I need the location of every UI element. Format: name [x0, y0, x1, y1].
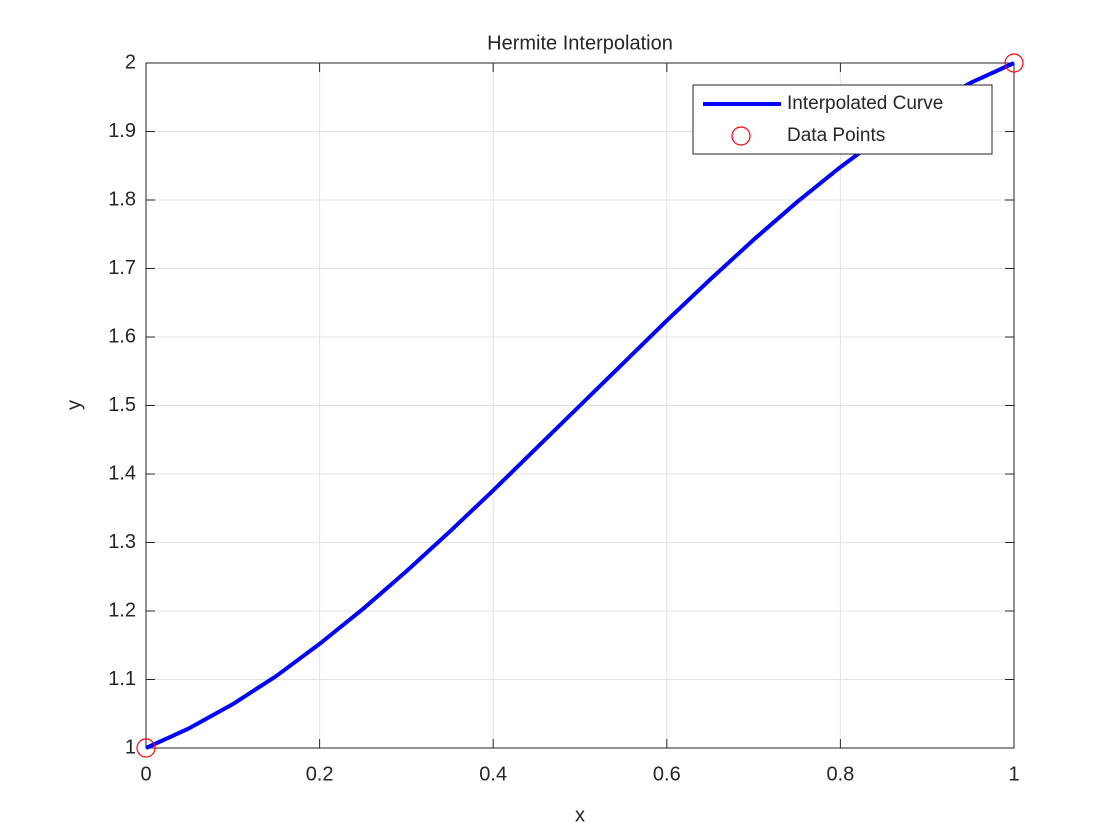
x-tick-label: 0.8: [826, 763, 854, 785]
x-tick-label: 0.6: [653, 763, 681, 785]
y-tick-label: 1.5: [108, 394, 136, 416]
y-tick-label: 1.9: [108, 120, 136, 142]
x-tick-label: 1: [1008, 763, 1019, 785]
y-tick-label: 1.6: [108, 325, 136, 347]
y-tick-label: 1.7: [108, 257, 136, 279]
legend-marker: [731, 126, 751, 146]
x-tick-label: 0.4: [479, 763, 507, 785]
x-tick-label: 0.2: [306, 763, 334, 785]
y-tick-label: 1.8: [108, 188, 136, 210]
y-tick-label: 1: [125, 736, 136, 758]
x-tick-label: 0: [140, 763, 151, 785]
data-point: [1004, 53, 1024, 73]
y-tick-label: 1.3: [108, 531, 136, 553]
y-tick-label: 1.2: [108, 599, 136, 621]
legend-label: Interpolated Curve: [787, 93, 943, 114]
data-point: [136, 738, 156, 758]
legend-box: [692, 84, 993, 155]
chart-title: Hermite Interpolation: [487, 32, 673, 54]
y-tick-label: 2: [125, 51, 136, 73]
legend-label: Data Points: [787, 125, 885, 146]
y-tick-label: 1.4: [108, 462, 136, 484]
x-axis-label: x: [575, 804, 585, 826]
y-axis-label: y: [63, 400, 85, 410]
axes-box: [145, 62, 1015, 749]
y-tick-label: 1.1: [108, 668, 136, 690]
